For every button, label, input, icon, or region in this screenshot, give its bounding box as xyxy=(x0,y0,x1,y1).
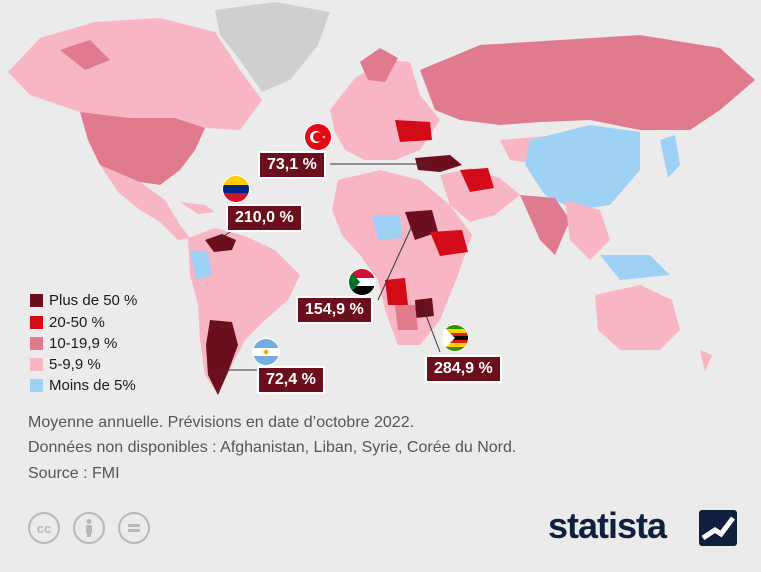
argentina-flag-icon xyxy=(252,338,280,366)
note-line-1: Moyenne annuelle. Prévisions en date d’o… xyxy=(28,414,415,431)
world-map xyxy=(8,2,755,395)
legend-label: 20-50 % xyxy=(49,313,105,331)
note-line-2: Données non disponibles : Afghanistan, L… xyxy=(28,439,517,456)
japan-region xyxy=(660,135,680,178)
legend-label: Plus de 50 % xyxy=(49,291,138,309)
turkey-value-callout: 73,1 % xyxy=(258,151,326,179)
china-region xyxy=(525,125,640,210)
sudan-flag-icon xyxy=(348,268,376,296)
legend-item-10-19: 10-19,9 % xyxy=(30,332,117,354)
legend-label: Moins de 5% xyxy=(49,376,136,394)
russia-region xyxy=(420,35,755,130)
sudan-region xyxy=(405,210,438,240)
usa-region xyxy=(80,112,205,185)
venezuela-flag-icon xyxy=(222,175,250,203)
mexico-region xyxy=(100,165,190,240)
legend-item-5-9: 5-9,9 % xyxy=(30,353,101,375)
africa-region xyxy=(332,170,472,345)
legend-item-20-50: 20-50 % xyxy=(30,311,105,333)
cc-icon[interactable]: cc xyxy=(28,512,60,544)
legend-swatch xyxy=(30,378,43,392)
legend-swatch xyxy=(30,293,43,307)
statista-wordmark[interactable]: statista xyxy=(548,505,667,546)
argentina-region xyxy=(206,320,238,395)
by-icon[interactable] xyxy=(73,512,105,544)
legend-item-moins-de-5: Moins de 5% xyxy=(30,374,136,396)
argentina-value-callout: 72,4 % xyxy=(257,366,325,394)
source-note: Source : FMI xyxy=(28,465,120,482)
statista-logo-icon[interactable] xyxy=(699,510,737,546)
legend-label: 10-19,9 % xyxy=(49,334,118,352)
turkey-flag-icon xyxy=(304,123,332,151)
legend-item-plus-de-50: Plus de 50 % xyxy=(30,289,137,311)
turkey-region xyxy=(415,155,462,172)
zimbabwe-value-callout: 284,9 % xyxy=(425,355,502,383)
nd-icon[interactable] xyxy=(118,512,150,544)
legend-label: 5-9,9 % xyxy=(49,355,101,373)
greenland-region xyxy=(215,2,330,92)
zimbabwe-flag-icon xyxy=(441,324,469,352)
venezuela-region xyxy=(205,234,236,252)
sudan-value-callout: 154,9 % xyxy=(296,296,373,324)
canada-region xyxy=(8,18,262,130)
venezuela-value-callout: 210,0 % xyxy=(226,204,303,232)
legend-swatch xyxy=(30,336,43,350)
australia-region xyxy=(595,285,680,350)
zimbabwe-region xyxy=(415,298,434,318)
legend-swatch xyxy=(30,357,43,371)
india-region xyxy=(520,195,570,255)
legend-swatch xyxy=(30,315,43,329)
